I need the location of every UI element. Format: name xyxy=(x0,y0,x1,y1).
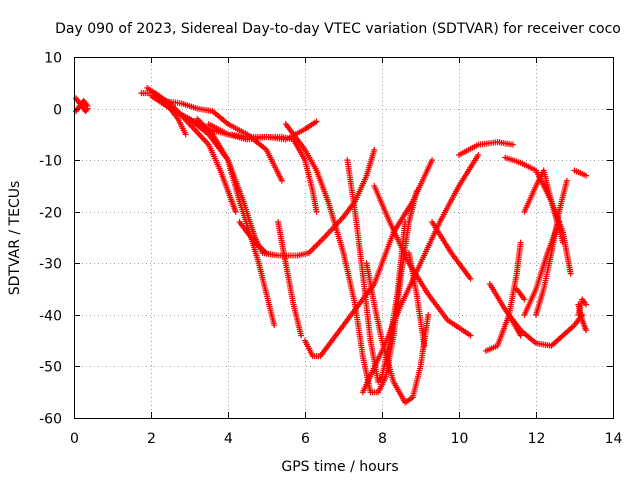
axis-ticks xyxy=(74,57,614,419)
series-26 xyxy=(521,167,566,246)
y-tick-label: -30 xyxy=(39,257,62,273)
series-2 xyxy=(72,97,91,115)
data-point xyxy=(583,172,590,179)
data-point xyxy=(83,101,90,108)
data-point xyxy=(567,270,574,277)
data-point xyxy=(313,208,320,215)
y-tick-label: 10 xyxy=(44,51,62,67)
series-9 xyxy=(205,121,320,215)
x-tick-label: 6 xyxy=(301,431,310,447)
data-point xyxy=(271,322,278,329)
data-points xyxy=(72,84,590,406)
series-20 xyxy=(456,139,516,158)
series-28 xyxy=(521,219,563,318)
y-tick-label: -60 xyxy=(39,412,62,428)
data-point xyxy=(583,327,590,334)
data-point xyxy=(467,275,474,282)
series-15 xyxy=(363,260,432,406)
data-point xyxy=(182,131,189,138)
data-point xyxy=(517,332,524,339)
data-point xyxy=(425,311,432,318)
data-point xyxy=(278,177,285,184)
data-point xyxy=(298,332,305,339)
y-axis-label: SDTVAR / TECUs xyxy=(7,181,23,296)
y-tick-label: -10 xyxy=(39,154,62,170)
data-point xyxy=(517,239,524,246)
x-axis-label: GPS time / hours xyxy=(281,459,398,475)
series-18 xyxy=(405,249,428,349)
x-tick-label: 2 xyxy=(147,431,156,447)
x-tick-label: 14 xyxy=(605,431,623,447)
series-25 xyxy=(513,286,528,303)
y-tick-label: -40 xyxy=(39,309,62,325)
series-16 xyxy=(371,182,474,339)
y-tick-label: -20 xyxy=(39,206,62,222)
series-17 xyxy=(359,151,482,396)
data-point xyxy=(559,239,566,246)
data-point xyxy=(563,177,570,184)
data-point xyxy=(84,102,91,109)
series-10 xyxy=(236,219,270,256)
data-point xyxy=(83,106,90,113)
series-23 xyxy=(502,154,574,277)
series-30 xyxy=(575,301,590,334)
data-point xyxy=(421,342,428,349)
grid-lines xyxy=(74,57,613,418)
data-point xyxy=(467,332,474,339)
series-14 xyxy=(344,157,409,385)
y-tick-label: -50 xyxy=(39,360,62,376)
y-tick-labels: -60 -50 -40 -30 -20 -10 0 10 xyxy=(39,51,62,428)
x-tick-label: 10 xyxy=(451,431,469,447)
series-11 xyxy=(275,219,305,339)
data-point xyxy=(402,219,409,226)
x-tick-labels: 0 2 4 6 8 10 12 14 xyxy=(70,431,622,447)
data-point xyxy=(313,118,320,125)
series-21 xyxy=(482,239,524,354)
data-point xyxy=(475,151,482,158)
data-point xyxy=(556,219,563,226)
series-31 xyxy=(575,296,590,318)
series-12 xyxy=(282,121,420,396)
series-13 xyxy=(302,157,436,360)
chart-title: Day 090 of 2023, Sidereal Day-to-day VTE… xyxy=(55,21,621,37)
series-29 xyxy=(571,167,590,179)
data-point xyxy=(232,208,239,215)
data-point xyxy=(583,301,590,308)
x-tick-label: 8 xyxy=(378,431,387,447)
data-point xyxy=(263,249,270,256)
data-point xyxy=(521,296,528,303)
series-24 xyxy=(506,311,524,339)
x-tick-label: 0 xyxy=(70,431,79,447)
series-7 xyxy=(167,105,278,329)
data-point xyxy=(509,141,516,148)
plot-frame xyxy=(74,57,614,419)
x-tick-label: 4 xyxy=(224,431,233,447)
data-point xyxy=(371,146,378,153)
data-point xyxy=(429,157,436,164)
series-5 xyxy=(159,97,285,184)
y-tick-label: 0 xyxy=(53,103,62,119)
x-tick-label: 12 xyxy=(528,431,546,447)
series-19 xyxy=(429,219,474,282)
